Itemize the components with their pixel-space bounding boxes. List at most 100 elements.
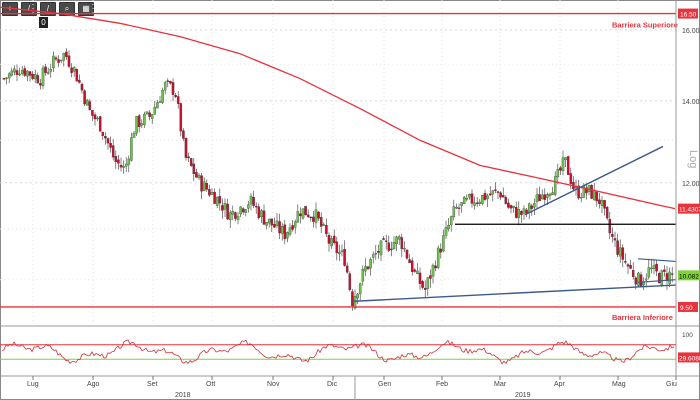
candle-body	[179, 103, 183, 132]
month-label: Mar	[494, 381, 507, 388]
candle-body	[275, 220, 279, 227]
candle-body	[530, 205, 534, 209]
candle-body	[548, 193, 552, 196]
candle-body	[314, 209, 318, 223]
candle-body	[91, 110, 94, 116]
price-tag	[678, 203, 700, 214]
candle-body	[270, 218, 274, 226]
candle-body	[296, 211, 300, 223]
candle-body	[566, 156, 570, 175]
candle-body	[540, 194, 544, 200]
candle-body	[171, 82, 175, 95]
candle-body	[647, 267, 651, 278]
candle-body	[403, 248, 406, 250]
chart-toolbar: + / / ⌕ ▦	[2, 2, 94, 16]
candle-body	[663, 269, 666, 272]
candle-body	[507, 202, 510, 208]
candle-body	[176, 96, 180, 104]
candle-body	[340, 250, 344, 252]
candle-body	[312, 216, 315, 222]
candle-body	[101, 131, 105, 136]
candle-body	[117, 159, 120, 164]
candle-body	[65, 51, 68, 57]
candle-body	[109, 142, 112, 148]
price-tag	[678, 270, 700, 281]
oscillator-tick-label: 100	[682, 332, 693, 339]
candle-body	[613, 238, 617, 241]
candle-body	[442, 235, 445, 252]
month-label: Mag	[612, 381, 626, 388]
price-tag-text: 11.4307	[679, 207, 700, 214]
flag-line	[637, 279, 677, 283]
candle-body	[517, 209, 521, 218]
barrier-label: Barriera Inferiore	[612, 313, 673, 322]
candle-body	[96, 117, 99, 120]
candle-body	[655, 263, 658, 272]
candle-body	[434, 265, 437, 269]
candle-body	[2, 78, 6, 80]
candle-body	[140, 123, 144, 126]
candle-body	[80, 83, 84, 91]
candle-body	[83, 90, 86, 105]
candle-body	[509, 205, 513, 209]
candle-body	[371, 254, 375, 258]
candle-body	[600, 200, 604, 206]
candle-body	[413, 269, 417, 272]
candle-body	[504, 196, 508, 204]
candle-body	[23, 68, 27, 76]
candle-body	[273, 224, 276, 228]
candle-body	[231, 211, 235, 215]
candle-body	[104, 136, 107, 139]
candle-body	[421, 281, 424, 288]
month-label: Giu	[666, 381, 677, 388]
barrier-price-tag	[678, 8, 698, 19]
candle-body	[221, 205, 224, 211]
candle-body	[291, 225, 294, 230]
oscillator-panel: 100 29.6088	[0, 325, 700, 365]
candle-body	[286, 232, 289, 239]
candle-body	[304, 206, 307, 216]
candle-body	[611, 234, 614, 237]
candle-body	[522, 208, 526, 214]
uptrend-line	[524, 145, 664, 216]
candle-body	[280, 226, 284, 234]
candle-body	[608, 219, 612, 234]
candle-body	[254, 205, 258, 208]
candle-body	[319, 217, 323, 227]
candle-body	[41, 67, 45, 86]
candle-body	[418, 272, 422, 284]
candle-body	[93, 114, 97, 120]
candle-body	[626, 264, 630, 267]
candle-body	[257, 206, 261, 218]
price-tick-label: 14.00	[682, 99, 700, 106]
oscillator-value-tag-text: 29.6088	[679, 355, 700, 362]
barrier-price-tag-text: 16.50	[680, 12, 697, 19]
candle-body	[423, 287, 427, 290]
candle-body	[460, 202, 463, 206]
month-label: Nov	[267, 381, 280, 388]
candle-body	[644, 278, 648, 281]
candle-body	[400, 237, 404, 250]
candle-body	[384, 240, 388, 242]
candle-body	[234, 212, 237, 219]
candle-body	[343, 249, 346, 266]
flag-line	[637, 258, 677, 262]
candle-body	[616, 240, 619, 255]
candle-body	[439, 248, 443, 253]
candle-body	[478, 201, 482, 204]
candle-body	[20, 70, 24, 74]
zoom-tool[interactable]: ⌕	[59, 2, 75, 16]
candle-body	[405, 249, 409, 259]
candle-body	[553, 176, 557, 195]
candle-body	[551, 192, 554, 195]
candle-body	[496, 191, 500, 193]
candle-body	[153, 106, 157, 115]
candle-body	[137, 115, 141, 128]
candle-body	[351, 291, 354, 306]
candle-body	[366, 266, 370, 270]
candle-body	[527, 203, 531, 214]
candle-body	[200, 175, 203, 192]
candle-body	[54, 57, 58, 60]
